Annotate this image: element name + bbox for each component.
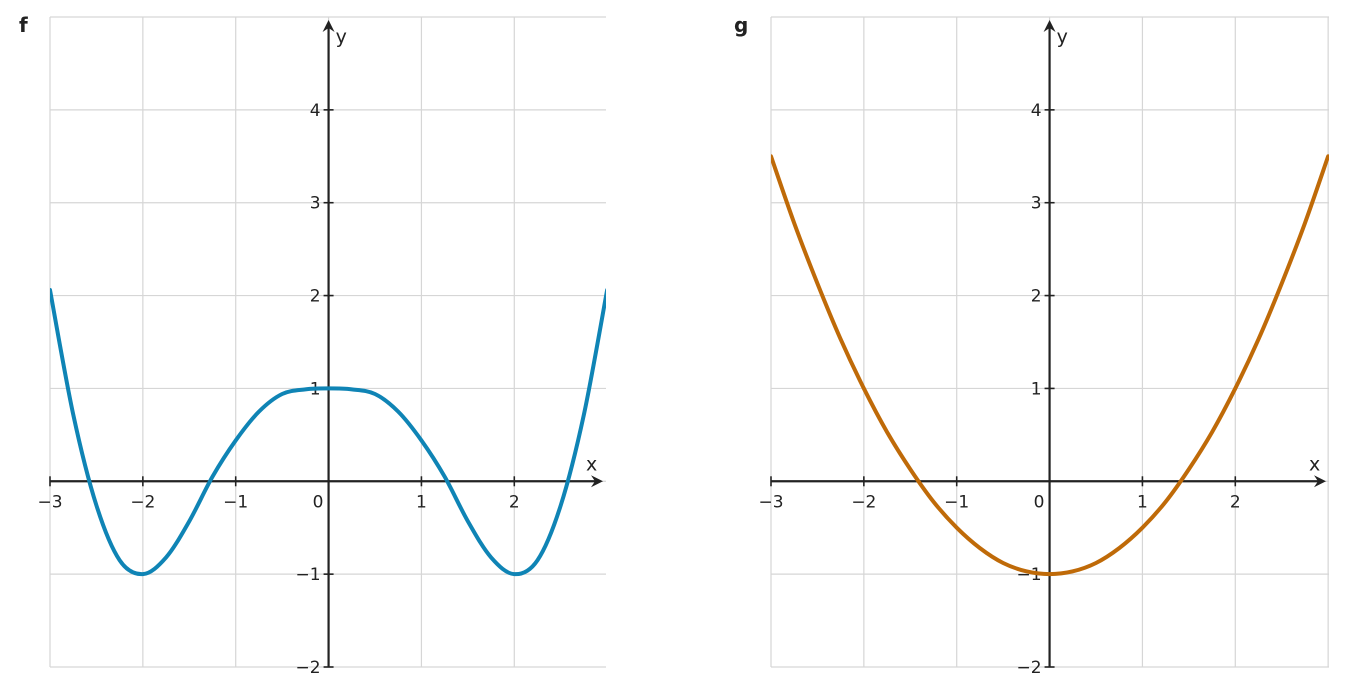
y-tick-label: 2 xyxy=(1031,287,1042,307)
x-axis-label: x xyxy=(586,453,597,475)
x-tick-label: −2 xyxy=(851,492,876,512)
y-tick-label: 1 xyxy=(1031,379,1042,399)
y-tick-label: 3 xyxy=(1031,194,1042,214)
y-tick-label: 3 xyxy=(310,194,321,214)
x-axis-arrow xyxy=(1314,475,1326,488)
x-tick-label: 0 xyxy=(313,492,324,512)
y-tick-label: 4 xyxy=(310,101,321,121)
x-axis-label: x xyxy=(1309,453,1320,475)
panel-label-g: g xyxy=(734,13,748,37)
x-tick-label: 0 xyxy=(1034,492,1045,512)
x-tick-label: −1 xyxy=(223,492,248,512)
series-line-g xyxy=(771,154,1329,577)
x-axis-arrow xyxy=(591,475,603,488)
y-tick-label: −2 xyxy=(1017,658,1042,678)
panel-label-f: f xyxy=(19,13,28,37)
x-tick-label: 2 xyxy=(1230,492,1241,512)
y-tick-label: 2 xyxy=(310,287,321,307)
y-tick-label: −2 xyxy=(296,658,321,678)
y-axis-label: y xyxy=(1057,26,1068,48)
x-tick-label: −1 xyxy=(944,492,969,512)
y-axis-arrow xyxy=(1043,20,1056,32)
y-axis-arrow xyxy=(322,20,335,32)
y-tick-label: −1 xyxy=(296,565,321,585)
y-axis-label: y xyxy=(336,26,347,48)
x-tick-label: 2 xyxy=(509,492,520,512)
x-tick-label: −3 xyxy=(758,492,783,512)
series-line-f xyxy=(50,288,606,577)
x-tick-label: 1 xyxy=(1137,492,1148,512)
x-tick-label: −2 xyxy=(130,492,155,512)
x-tick-label: 1 xyxy=(416,492,427,512)
x-tick-label: −3 xyxy=(37,492,62,512)
y-tick-label: 4 xyxy=(1031,101,1042,121)
